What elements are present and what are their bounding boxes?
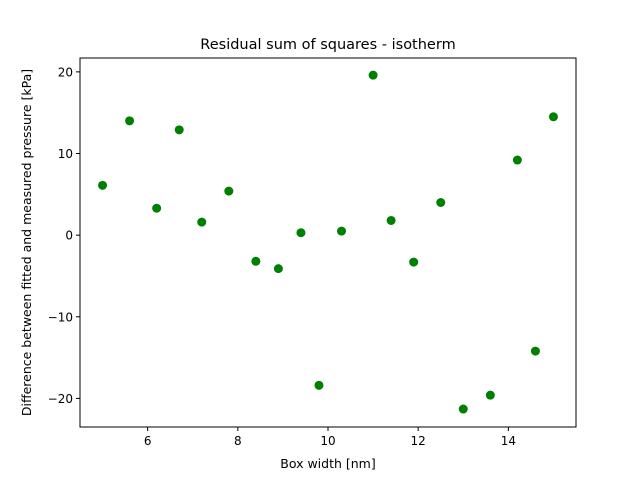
data-point	[337, 226, 347, 236]
data-point	[512, 155, 522, 165]
x-axis-ticks: 6 8 10 12 14	[144, 427, 516, 448]
data-point	[152, 203, 162, 213]
data-point	[530, 346, 540, 356]
data-point	[314, 380, 324, 390]
data-point	[386, 215, 396, 225]
data-point	[98, 180, 108, 190]
data-point	[296, 228, 306, 238]
data-point	[368, 70, 378, 80]
data-point	[273, 264, 283, 274]
data-point	[125, 116, 135, 126]
y-axis-ticks: −20 −10 0 10 20	[48, 65, 80, 406]
y-tick-label: 0	[65, 229, 73, 243]
data-point	[409, 257, 419, 267]
data-point	[251, 256, 261, 266]
x-tick-label: 10	[320, 434, 335, 448]
y-tick-label: −20	[48, 392, 73, 406]
x-tick-label: 14	[501, 434, 516, 448]
y-tick-label: 10	[58, 147, 73, 161]
data-points	[98, 70, 558, 414]
y-axis-label: Difference between fitted and measured p…	[19, 69, 34, 416]
data-point	[548, 112, 558, 122]
plot-frame	[79, 57, 577, 428]
chart-title: Residual sum of squares - isotherm	[200, 37, 455, 53]
x-tick-label: 6	[144, 434, 152, 448]
data-point	[174, 125, 184, 135]
x-axis-label: Box width [nm]	[280, 456, 376, 471]
data-point	[197, 217, 207, 227]
data-point	[436, 197, 446, 207]
y-tick-label: 20	[58, 65, 73, 79]
y-tick-label: −10	[48, 310, 73, 324]
data-point	[224, 186, 234, 196]
data-point	[458, 404, 468, 414]
x-tick-label: 12	[411, 434, 426, 448]
x-tick-label: 8	[234, 434, 242, 448]
data-point	[485, 390, 495, 400]
